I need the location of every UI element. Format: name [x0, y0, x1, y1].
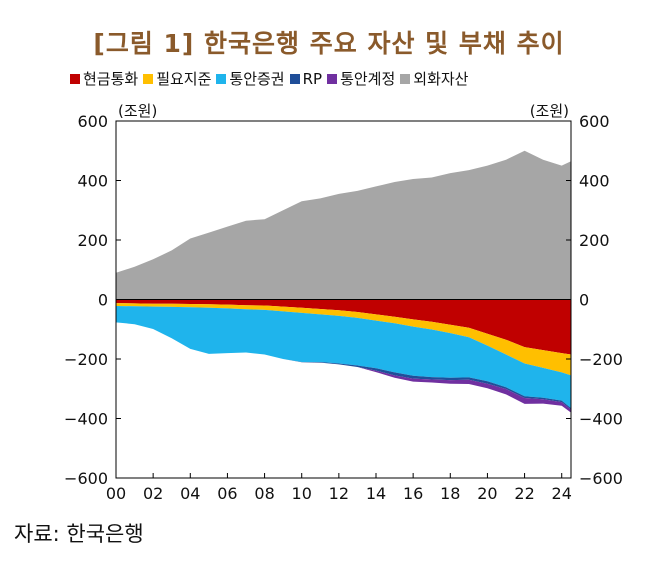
y-tick-label-right: −200 [579, 350, 623, 369]
series-area-1 [116, 303, 571, 376]
x-tick-label: 00 [106, 484, 126, 503]
legend-item-reserve: 필요지준 [143, 68, 211, 89]
unit-label-right: (조원) [530, 102, 569, 120]
legend-item-rp: RP [289, 69, 323, 88]
y-tick-label-left: −600 [64, 469, 108, 488]
x-tick-label: 12 [329, 484, 349, 503]
legend-label-rp: RP [302, 69, 323, 88]
chart-title: [그림 1] 한국은행 주요 자산 및 부채 추이 [93, 29, 565, 58]
legend-label-msa: 통안계정 [340, 70, 396, 88]
legend-label-cash: 현금통화 [83, 70, 139, 88]
y-tick-label-right: 400 [579, 172, 610, 191]
source-note: 자료: 한국은행 [14, 522, 144, 546]
x-tick-label: 02 [143, 484, 163, 503]
series-area-0 [116, 299, 571, 355]
legend-label-msb: 통안증권 [229, 70, 285, 88]
y-tick-label-right: 0 [579, 291, 589, 310]
y-tick-label-left: 600 [77, 112, 108, 131]
legend-swatch-msa [327, 73, 338, 84]
y-tick-label-left: 200 [77, 231, 108, 250]
y-tick-label-left: −400 [64, 410, 108, 429]
x-tick-label: 24 [552, 484, 572, 503]
x-tick-label: 18 [440, 484, 460, 503]
series-area-2 [116, 306, 571, 409]
x-tick-label: 08 [254, 484, 274, 503]
legend-item-msa: 통안계정 [327, 68, 395, 89]
y-tick-label-right: 200 [579, 231, 610, 250]
legend-swatch-cash [70, 73, 80, 84]
x-tick-label: 14 [366, 484, 386, 503]
y-tick-label-right: −400 [579, 410, 623, 429]
x-tick-label: 16 [403, 484, 423, 503]
series-area-5 [116, 150, 571, 300]
legend-swatch-reserve [143, 73, 154, 84]
y-tick-label-right: 600 [579, 112, 610, 131]
legend-item-msb: 통안증권 [216, 68, 285, 89]
x-tick-label: 20 [477, 484, 497, 503]
legend-item-cash: 현금통화 [70, 68, 138, 89]
legend-label-fx: 외화자산 [413, 70, 469, 88]
x-tick-label: 06 [217, 484, 237, 503]
series-area-4 [116, 322, 571, 413]
legend: 현금통화 필요지준 통안증권 RP 통안계정 외화자산 [70, 68, 473, 89]
x-tick-label: 10 [292, 484, 312, 503]
legend-swatch-msb [216, 73, 227, 84]
x-tick-label: 04 [180, 484, 200, 503]
y-tick-label-left: 0 [98, 291, 108, 310]
unit-label-left: (조원) [118, 102, 157, 120]
legend-swatch-rp [289, 73, 300, 84]
legend-swatch-fx [400, 73, 411, 84]
legend-label-reserve: 필요지준 [156, 70, 212, 88]
y-tick-label-left: 400 [77, 172, 108, 191]
y-tick-label-left: −200 [64, 350, 108, 369]
x-tick-label: 22 [514, 484, 534, 503]
legend-item-fx: 외화자산 [400, 68, 468, 89]
y-tick-label-right: −600 [579, 469, 623, 488]
